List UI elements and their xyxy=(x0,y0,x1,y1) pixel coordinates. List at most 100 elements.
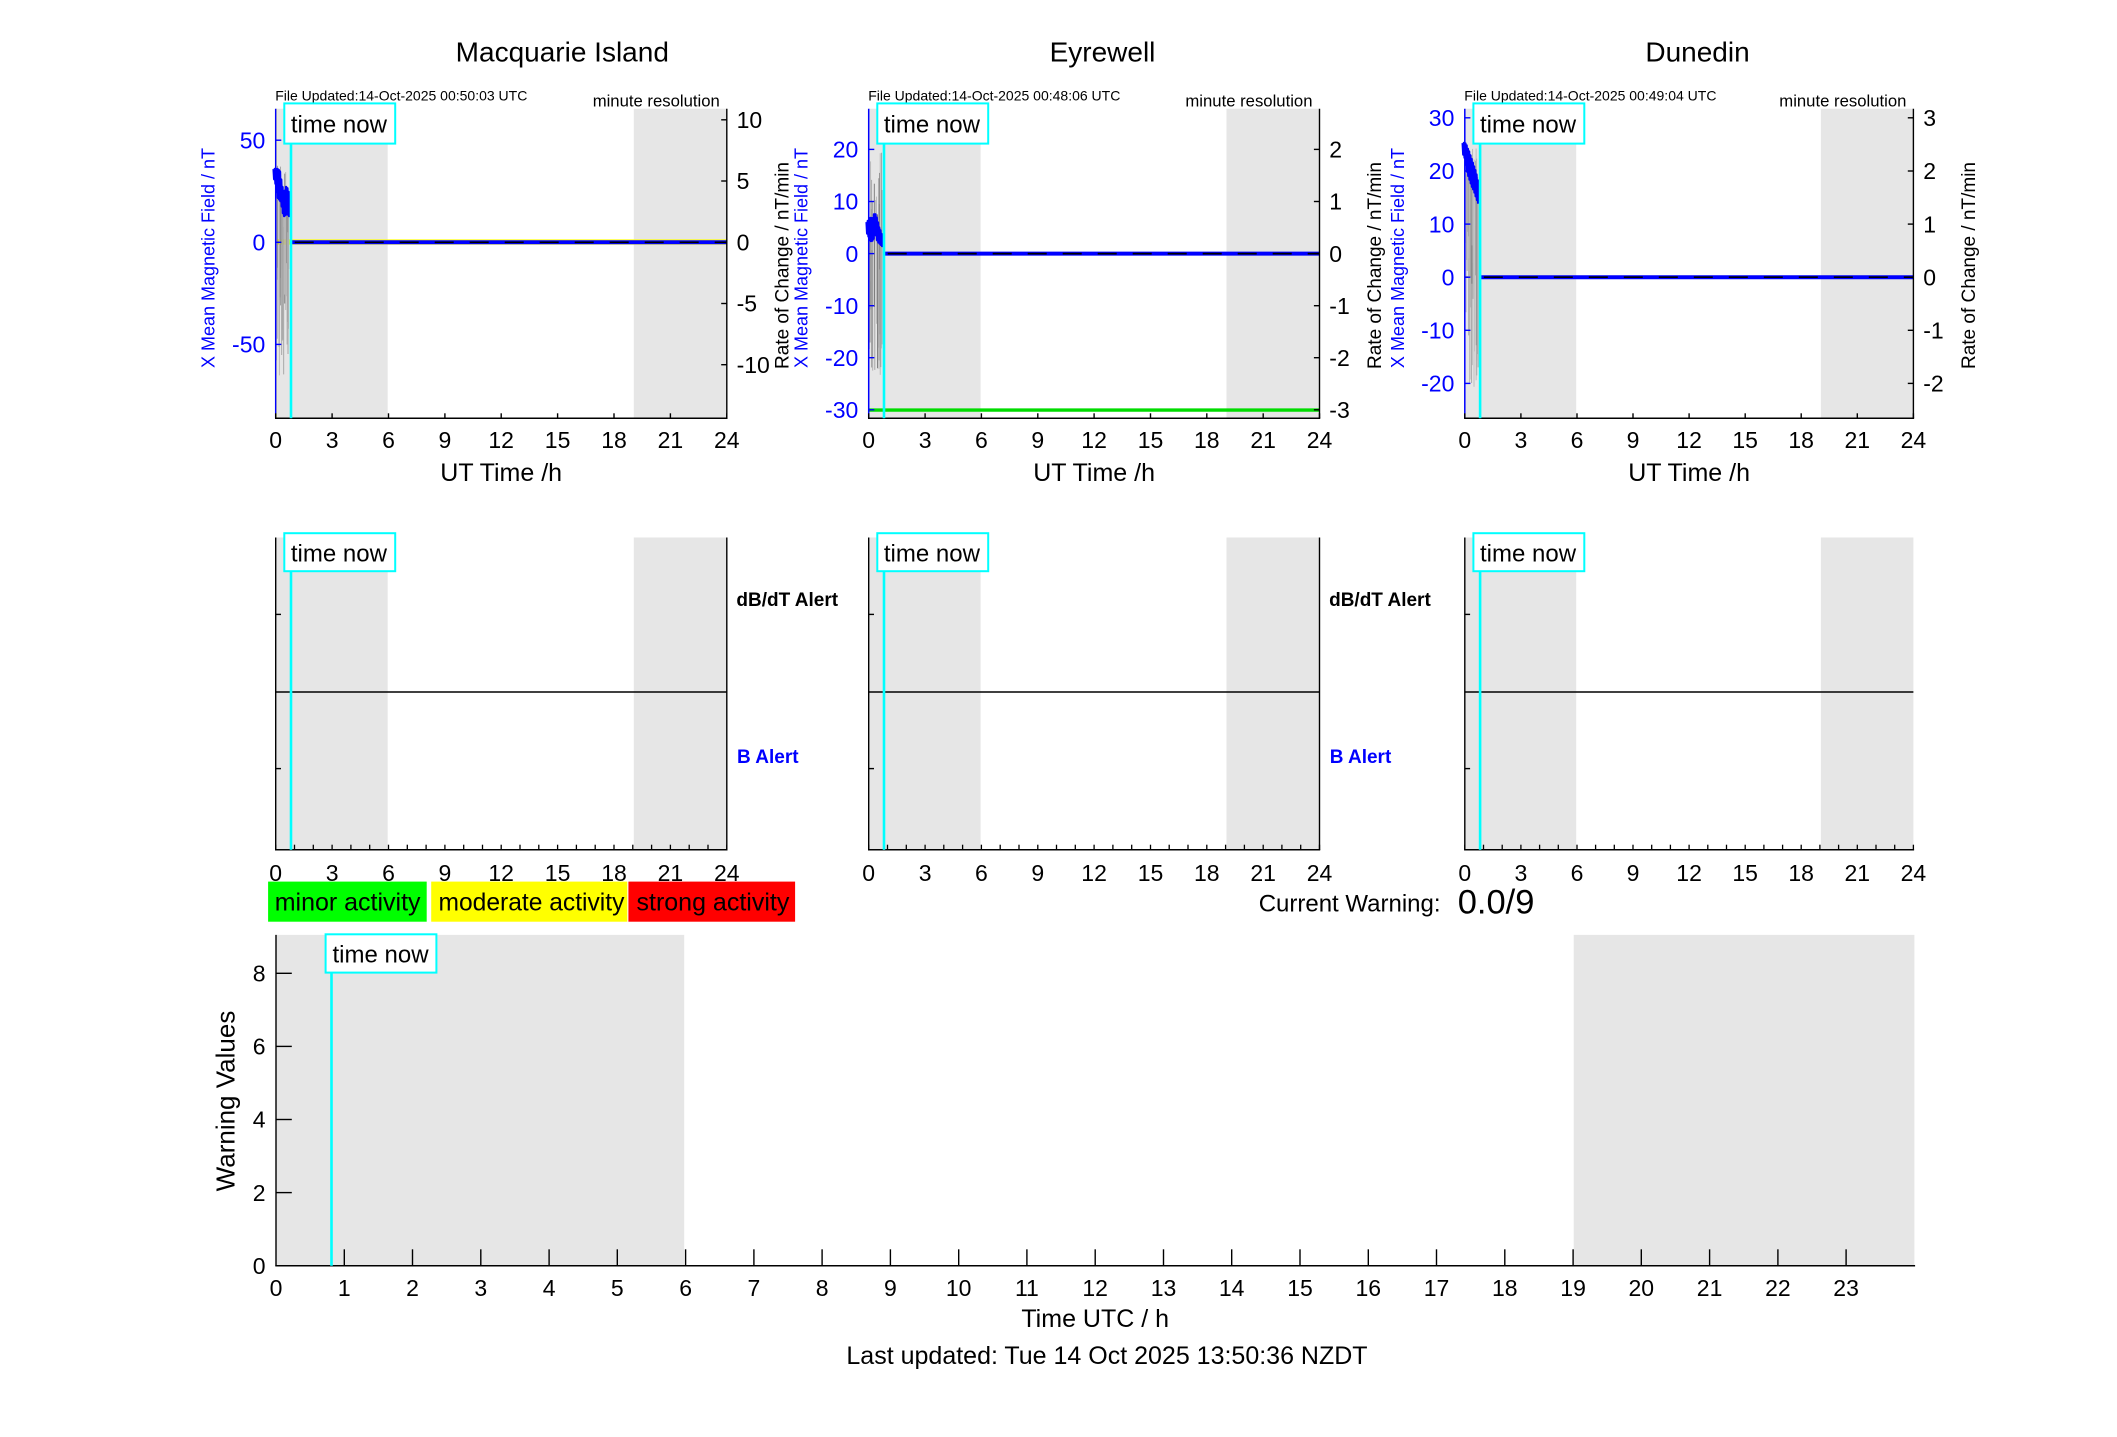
svg-text:Macquarie Island: Macquarie Island xyxy=(456,37,669,68)
svg-text:time now: time now xyxy=(884,112,981,139)
svg-text:3: 3 xyxy=(1515,860,1528,886)
svg-text:Rate of Change / nT/min: Rate of Change / nT/min xyxy=(772,162,793,369)
svg-text:9: 9 xyxy=(1031,860,1044,886)
svg-text:UT Time /h: UT Time /h xyxy=(1033,459,1155,487)
svg-text:7: 7 xyxy=(748,1275,761,1301)
svg-text:18: 18 xyxy=(1788,860,1814,886)
svg-text:0: 0 xyxy=(1329,241,1342,267)
svg-text:3: 3 xyxy=(326,860,339,886)
svg-text:3: 3 xyxy=(1515,427,1528,453)
svg-text:10: 10 xyxy=(946,1275,972,1301)
svg-text:18: 18 xyxy=(1788,427,1814,453)
svg-text:File Updated:14-Oct-2025 00:48: File Updated:14-Oct-2025 00:48:06 UTC xyxy=(868,87,1120,103)
svg-text:moderate activity: moderate activity xyxy=(439,889,626,916)
svg-text:15: 15 xyxy=(1138,860,1164,886)
svg-text:1: 1 xyxy=(1923,211,1936,237)
svg-text:UT Time /h: UT Time /h xyxy=(440,459,562,487)
svg-text:21: 21 xyxy=(1845,427,1871,453)
svg-text:Rate of Change / nT/min: Rate of Change / nT/min xyxy=(1365,162,1386,369)
svg-text:B Alert: B Alert xyxy=(737,747,799,768)
svg-text:Eyrewell: Eyrewell xyxy=(1050,37,1156,68)
svg-text:30: 30 xyxy=(1429,105,1455,131)
svg-text:0: 0 xyxy=(1458,427,1471,453)
svg-text:9: 9 xyxy=(439,860,452,886)
svg-text:8: 8 xyxy=(253,961,266,987)
svg-text:time now: time now xyxy=(884,540,981,567)
svg-text:6: 6 xyxy=(382,860,395,886)
svg-text:23: 23 xyxy=(1833,1275,1859,1301)
svg-text:5: 5 xyxy=(737,168,750,194)
svg-text:-10: -10 xyxy=(825,293,858,319)
svg-text:18: 18 xyxy=(1492,1275,1518,1301)
svg-text:-3: -3 xyxy=(1329,397,1349,423)
svg-text:24: 24 xyxy=(714,860,740,886)
svg-text:3: 3 xyxy=(919,860,932,886)
svg-text:2: 2 xyxy=(253,1180,266,1206)
svg-text:4: 4 xyxy=(543,1275,556,1301)
svg-text:21: 21 xyxy=(1845,860,1871,886)
svg-text:9: 9 xyxy=(1627,860,1640,886)
svg-text:Dunedin: Dunedin xyxy=(1645,37,1749,68)
svg-text:0: 0 xyxy=(862,427,875,453)
svg-text:-1: -1 xyxy=(1923,318,1943,344)
svg-text:3: 3 xyxy=(474,1275,487,1301)
svg-text:9: 9 xyxy=(1031,427,1044,453)
svg-text:0: 0 xyxy=(269,860,282,886)
svg-text:15: 15 xyxy=(1287,1275,1313,1301)
svg-text:minute resolution: minute resolution xyxy=(1779,91,1906,110)
svg-text:UT Time /h: UT Time /h xyxy=(1628,459,1750,487)
svg-text:-30: -30 xyxy=(825,397,858,423)
svg-text:2: 2 xyxy=(406,1275,419,1301)
svg-text:dB/dT Alert: dB/dT Alert xyxy=(1329,590,1431,611)
svg-text:12: 12 xyxy=(1676,860,1702,886)
svg-text:0.0/9: 0.0/9 xyxy=(1458,883,1535,921)
svg-text:minor activity: minor activity xyxy=(275,888,421,916)
svg-text:Last updated: Tue 14 Oct 2025: Last updated: Tue 14 Oct 2025 13:50:36 N… xyxy=(846,1342,1367,1370)
svg-text:10: 10 xyxy=(833,189,859,215)
svg-text:-20: -20 xyxy=(825,345,858,371)
svg-text:12: 12 xyxy=(1081,427,1107,453)
svg-text:21: 21 xyxy=(1250,427,1276,453)
svg-text:6: 6 xyxy=(679,1275,692,1301)
svg-text:4: 4 xyxy=(253,1107,266,1133)
svg-text:9: 9 xyxy=(884,1275,897,1301)
svg-text:B Alert: B Alert xyxy=(1330,747,1392,768)
svg-text:14: 14 xyxy=(1219,1275,1245,1301)
svg-text:12: 12 xyxy=(1082,1275,1108,1301)
svg-text:3: 3 xyxy=(326,427,339,453)
svg-text:-10: -10 xyxy=(1421,318,1454,344)
svg-text:19: 19 xyxy=(1560,1275,1586,1301)
svg-text:time now: time now xyxy=(333,942,430,969)
svg-text:0: 0 xyxy=(1923,264,1936,290)
svg-text:24: 24 xyxy=(1307,860,1333,886)
svg-text:50: 50 xyxy=(240,127,266,153)
svg-text:24: 24 xyxy=(1307,427,1333,453)
svg-text:-5: -5 xyxy=(737,291,757,317)
svg-text:13: 13 xyxy=(1151,1275,1177,1301)
svg-text:time now: time now xyxy=(291,112,388,139)
svg-text:1: 1 xyxy=(1329,189,1342,215)
svg-text:X Mean Magnetic Field / nT: X Mean Magnetic Field / nT xyxy=(199,148,219,368)
svg-text:0: 0 xyxy=(862,860,875,886)
svg-text:6: 6 xyxy=(1571,860,1584,886)
svg-text:24: 24 xyxy=(714,427,740,453)
svg-text:21: 21 xyxy=(658,427,684,453)
svg-text:X Mean Magnetic Field / nT: X Mean Magnetic Field / nT xyxy=(1388,148,1408,368)
svg-text:5: 5 xyxy=(611,1275,624,1301)
svg-text:17: 17 xyxy=(1424,1275,1450,1301)
svg-text:3: 3 xyxy=(919,427,932,453)
svg-text:1: 1 xyxy=(338,1275,351,1301)
svg-text:24: 24 xyxy=(1901,427,1927,453)
svg-text:-1: -1 xyxy=(1329,293,1349,319)
svg-text:0: 0 xyxy=(270,1275,283,1301)
svg-text:-20: -20 xyxy=(1421,371,1454,397)
svg-text:File Updated:14-Oct-2025 00:49: File Updated:14-Oct-2025 00:49:04 UTC xyxy=(1464,87,1716,103)
svg-text:-2: -2 xyxy=(1329,345,1349,371)
svg-text:0: 0 xyxy=(737,230,750,256)
svg-text:-50: -50 xyxy=(232,332,265,358)
svg-text:10: 10 xyxy=(1429,211,1455,237)
svg-text:22: 22 xyxy=(1765,1275,1791,1301)
svg-text:24: 24 xyxy=(1901,860,1927,886)
svg-text:12: 12 xyxy=(488,427,514,453)
svg-text:6: 6 xyxy=(975,427,988,453)
